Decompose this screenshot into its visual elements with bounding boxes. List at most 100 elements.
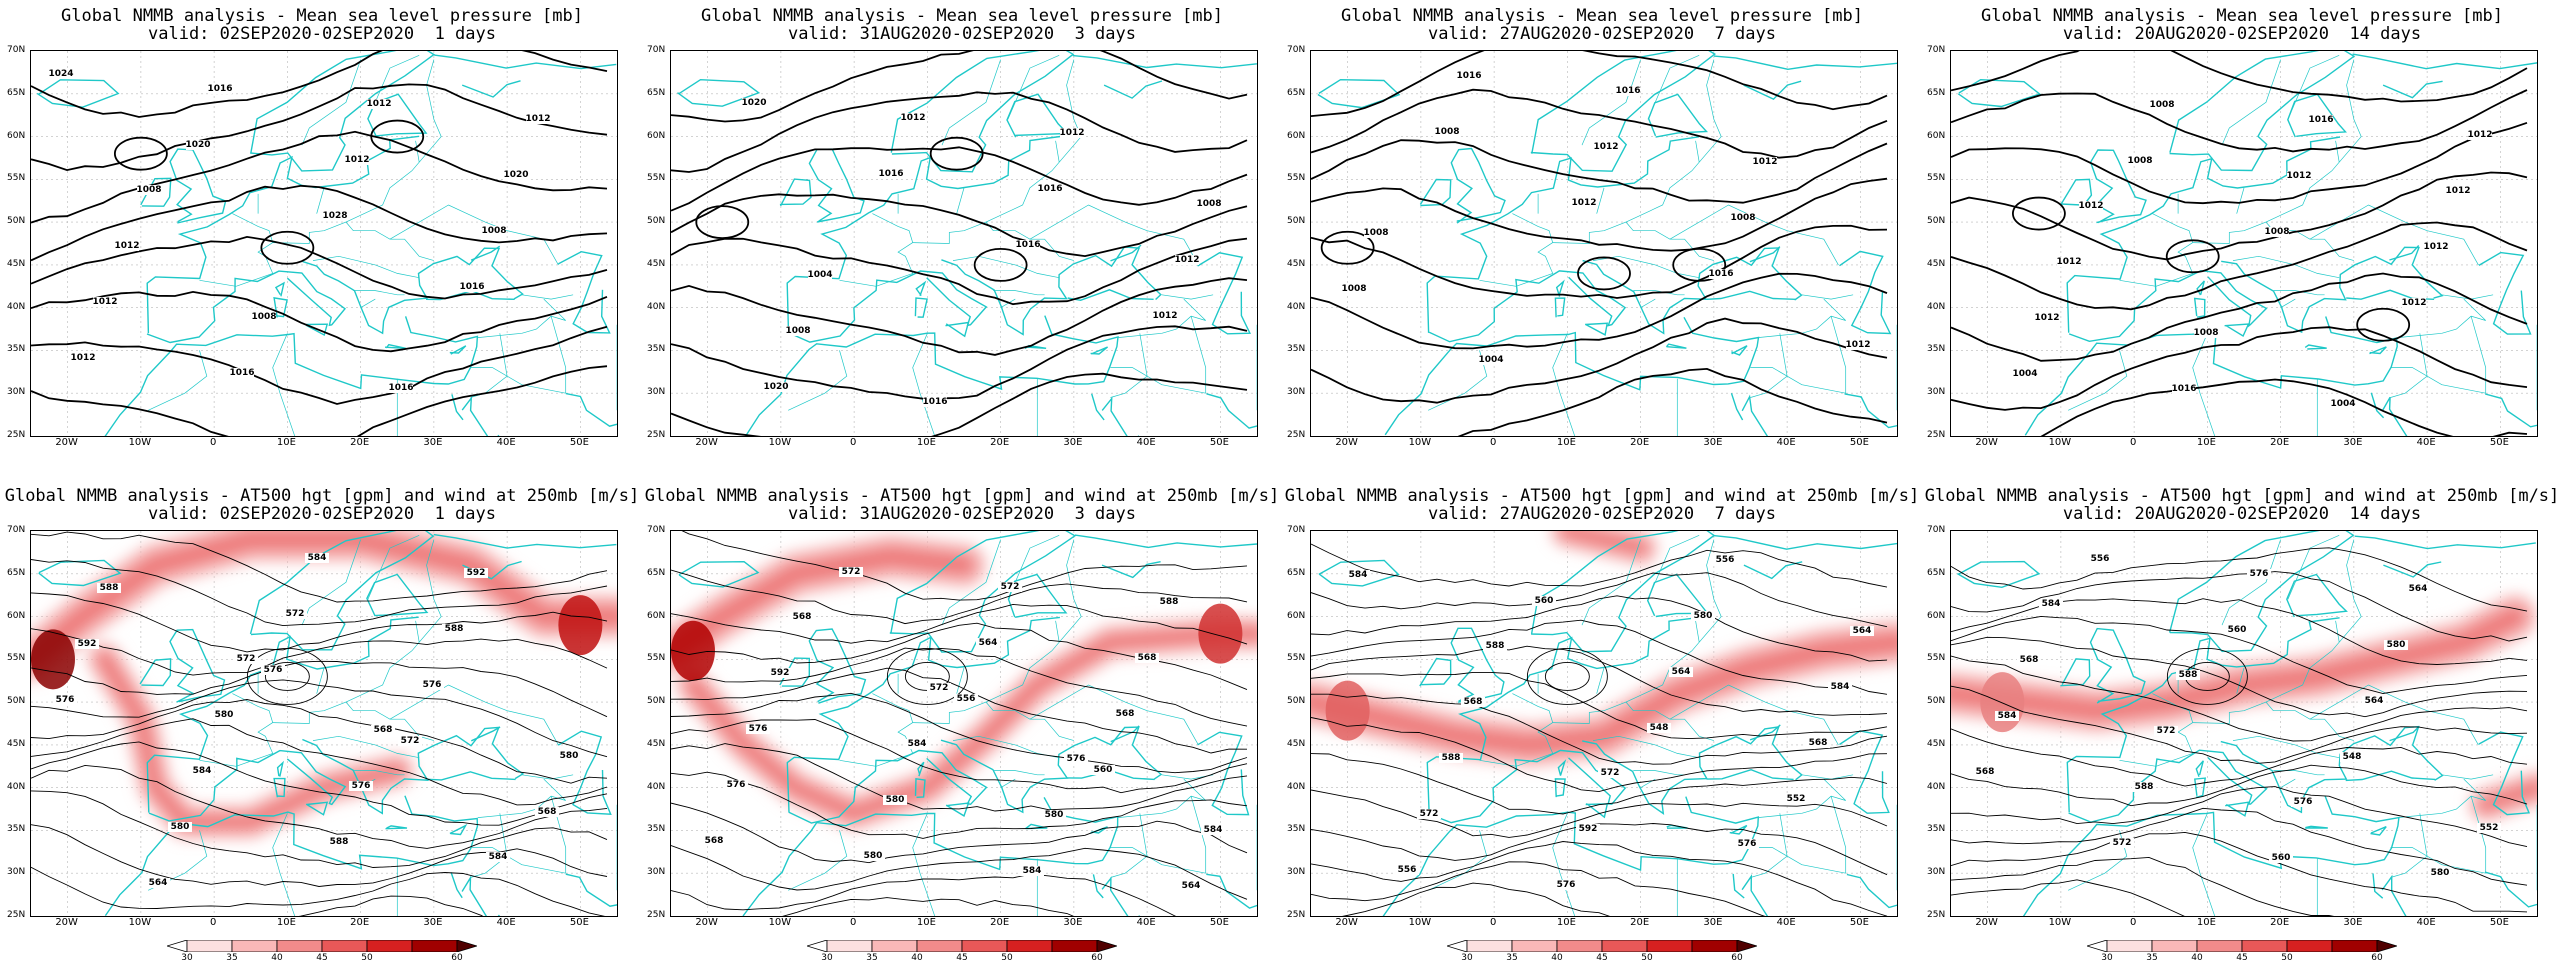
coastline	[1317, 78, 1401, 109]
country-border	[272, 333, 296, 436]
contour-label: 1012	[2423, 242, 2448, 252]
isoline	[31, 83, 608, 172]
coastline	[1582, 247, 1803, 335]
country-border	[1750, 813, 1788, 878]
map-panel: Global NMMB analysis - AT500 hgt [gpm] a…	[2, 480, 642, 963]
country-border	[2068, 350, 2128, 411]
panel-valid-range: valid: 27AUG2020-02SEP2020 7 days	[1428, 504, 1776, 524]
country-border	[232, 213, 274, 287]
closed-isoline	[246, 647, 328, 705]
country-border	[1830, 796, 1847, 874]
contour-label: 1008	[251, 312, 276, 322]
colorbar-label: 50	[1641, 953, 1653, 963]
colorbar-label: 30	[181, 953, 193, 963]
coastline	[1072, 54, 1257, 69]
coastline	[2068, 749, 2268, 823]
country-border	[1669, 684, 1839, 746]
coastline	[1743, 80, 1802, 100]
contour-label: 576	[2250, 569, 2269, 579]
latitude-label: 30N	[1287, 387, 1306, 398]
country-border	[1669, 204, 1839, 266]
latitude-label: 30N	[1287, 867, 1306, 878]
country-border	[952, 255, 1060, 279]
coastline	[2224, 323, 2250, 338]
coastline	[146, 270, 347, 344]
contour-label: 576	[352, 781, 371, 791]
isoline	[1311, 572, 1888, 628]
isoline	[2040, 378, 2528, 436]
isoline	[671, 569, 1248, 625]
coastline	[385, 825, 408, 830]
longitude-label: 30E	[423, 437, 443, 448]
country-border	[2236, 187, 2245, 214]
isoline	[31, 790, 608, 868]
isoline	[1951, 615, 2528, 694]
latitude-label: 25N	[7, 910, 26, 920]
isoline	[1951, 51, 2528, 103]
coastline	[2089, 627, 2146, 704]
isoline	[31, 531, 608, 603]
country-border	[272, 221, 434, 261]
coastline	[434, 54, 617, 70]
coastline	[945, 802, 970, 817]
latitude-label: 30N	[1927, 867, 1946, 878]
map-frame: 556 560 568 572 564 568 576 580 572 568 576 580 584 5…	[670, 530, 1258, 917]
panel-title: Global NMMB analysis - Mean sea level pr…	[1981, 6, 2503, 26]
country-border	[312, 255, 420, 279]
country-border	[521, 294, 574, 300]
colorbar-segment	[186, 940, 233, 952]
country-border	[941, 539, 1001, 626]
colorbar-segment	[276, 940, 323, 952]
map-panel: Global NMMB analysis - Mean sea level pr…	[1282, 0, 1922, 480]
isoline	[671, 603, 1248, 645]
contour-label: 1016	[1037, 184, 1062, 194]
colorbar-end-right	[1096, 940, 1117, 952]
contour-label: 560	[2228, 625, 2247, 635]
jet-core	[558, 595, 603, 656]
colorbar-label: 50	[2281, 953, 2293, 963]
contour-label: 588	[330, 837, 349, 847]
contour-label: 1012	[2401, 298, 2426, 308]
isoline	[31, 824, 608, 887]
contour-label: 580	[864, 851, 883, 861]
coastline	[808, 628, 867, 704]
country-border	[1757, 778, 1846, 818]
jet-band-inner	[1311, 631, 1897, 756]
country-border	[1625, 620, 1700, 703]
contour-label: 1012	[366, 99, 391, 109]
country-border	[1592, 255, 1700, 279]
contour-label: 1012	[2467, 130, 2492, 140]
country-border	[2232, 255, 2340, 279]
coastlines	[677, 51, 1257, 436]
colorbar-label: 35	[2146, 953, 2158, 963]
colorbar-label: 60	[451, 953, 463, 963]
closed-isoline	[2165, 239, 2220, 274]
latitude-label: 45N	[1927, 738, 1946, 749]
contour-label: 568	[1138, 653, 1157, 663]
country-border	[1750, 333, 1788, 398]
contour-labels: 1008 1012 1016 1012 1016 1012 1008 1008 1004 1016…	[1341, 71, 1871, 365]
longitude-label: 10E	[276, 437, 296, 448]
country-border	[477, 778, 566, 818]
country-border	[470, 847, 566, 874]
coastline	[941, 246, 1162, 336]
jet-stream-shading	[31, 531, 617, 839]
graticule	[1311, 531, 1897, 916]
latitude-label: 30N	[7, 867, 26, 878]
colorbar-label: 40	[911, 953, 923, 963]
map-frame: 1008 1008 1012 1004 1008 1012 1012 1012 1016 1016…	[1950, 50, 2538, 437]
colorbar-end-left	[2087, 940, 2108, 952]
panel-title: Global NMMB analysis - AT500 hgt [gpm] a…	[4, 486, 640, 506]
contour-label: 1028	[322, 211, 347, 221]
coastline	[2089, 149, 2147, 224]
map-panel: Global NMMB analysis - AT500 hgt [gpm] a…	[1282, 480, 1922, 963]
contour-label: 564	[2409, 584, 2428, 594]
longitude-label: 10E	[2196, 917, 2216, 928]
colorbar-label: 30	[1461, 953, 1473, 963]
jet-band-inner	[1559, 531, 1649, 557]
country-border	[2390, 367, 2486, 394]
longitude-label: 20E	[1630, 917, 1650, 928]
country-border	[1698, 539, 1722, 643]
contour-label: 1012	[344, 155, 369, 165]
contour-label: 576	[1067, 754, 1086, 764]
